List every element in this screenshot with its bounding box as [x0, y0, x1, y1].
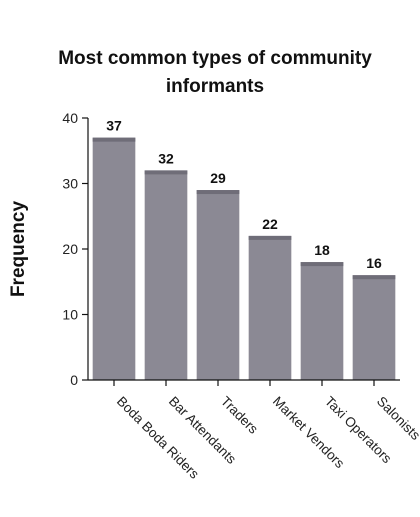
value-label-taxi-operators: 18: [314, 242, 330, 258]
bar-traders: [196, 190, 240, 380]
bar-bar-attendants: [144, 170, 188, 380]
bars-group: [92, 137, 396, 380]
bar-cap-boda-boda-riders: [92, 137, 136, 142]
y-tick-label-30: 30: [62, 176, 78, 192]
bar-cap-bar-attendants: [144, 170, 188, 175]
y-tick-label-20: 20: [62, 241, 78, 257]
y-tick-label-0: 0: [70, 372, 78, 388]
value-label-boda-boda-riders: 37: [106, 118, 122, 134]
y-tick-label-40: 40: [62, 110, 78, 126]
bar-boda-boda-riders: [92, 137, 136, 380]
axes-group: [82, 117, 400, 386]
bar-cap-taxi-operators: [300, 262, 344, 267]
y-axis-label: Frequency: [8, 201, 29, 298]
value-label-traders: 29: [210, 170, 226, 186]
chart-title-line-2: informants: [166, 76, 264, 97]
bar-cap-traders: [196, 190, 240, 195]
value-label-market-vendors: 22: [262, 216, 278, 232]
bar-taxi-operators: [300, 262, 344, 380]
x-tick-label-salonists: Salonists: [374, 394, 420, 444]
bar-market-vendors: [248, 235, 292, 380]
y-tick-label-10: 10: [62, 307, 78, 323]
bar-cap-market-vendors: [248, 235, 292, 240]
value-label-salonists: 16: [366, 255, 382, 271]
value-label-bar-attendants: 32: [158, 150, 174, 166]
x-tick-label-traders: Traders: [218, 394, 261, 437]
bar-salonists: [352, 275, 396, 380]
chart-title-line-1: Most common types of community: [58, 48, 372, 69]
bar-cap-salonists: [352, 275, 396, 280]
